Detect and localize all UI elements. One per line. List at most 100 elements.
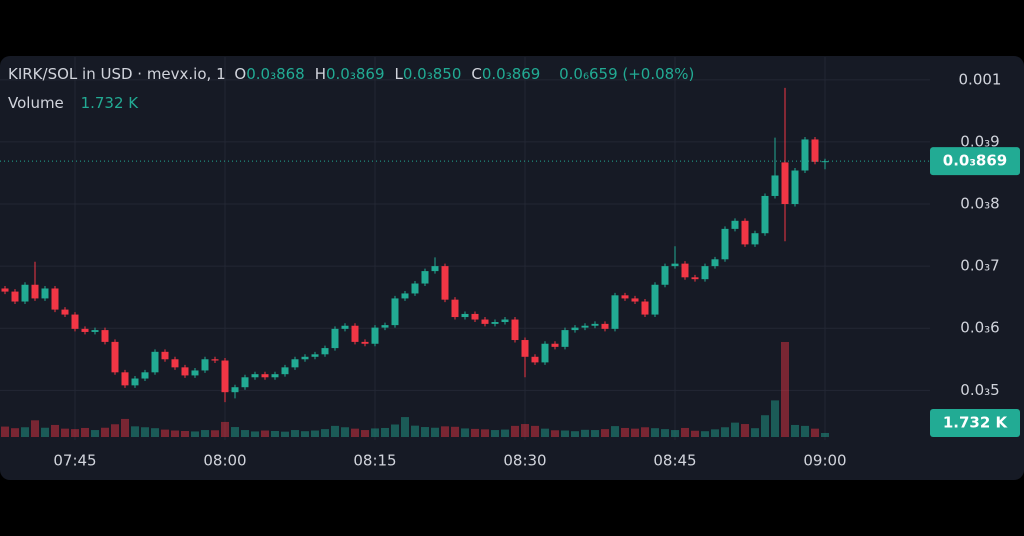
- y-tick-label: 0.0₃7: [960, 257, 999, 275]
- candle-body: [381, 325, 389, 328]
- candle-body: [501, 319, 509, 323]
- volume-bar: [781, 342, 789, 437]
- volume-bar: [231, 427, 239, 437]
- ohlc-value: 0.0₃869: [481, 65, 541, 83]
- candle-body: [211, 359, 219, 361]
- candle-body: [11, 291, 19, 302]
- candle-body: [101, 330, 109, 342]
- candle-body: [181, 367, 189, 376]
- candle-body: [691, 277, 699, 280]
- legend-row: KIRK/SOL in USD · mevx.io, 1 O0.0₃868 H0.…: [8, 65, 698, 83]
- volume-bar: [651, 428, 659, 437]
- volume-bar: [271, 430, 279, 437]
- candle-body: [171, 359, 179, 368]
- volume-bar: [771, 400, 779, 437]
- candle-body: [531, 356, 539, 363]
- volume-bar: [371, 428, 379, 437]
- x-tick-label: 08:45: [653, 452, 696, 470]
- volume-bar: [251, 431, 259, 437]
- y-tick-label: 0.0₃6: [960, 319, 999, 337]
- volume-bar: [1, 426, 9, 437]
- candle-body: [71, 314, 79, 329]
- candle-body: [131, 378, 139, 386]
- volume-bar: [421, 427, 429, 437]
- candle-body: [521, 340, 529, 357]
- volume-bar: [41, 427, 49, 437]
- candle-body: [621, 295, 629, 299]
- x-tick-label: 07:45: [53, 452, 96, 470]
- candle-body: [451, 299, 459, 318]
- candle-body: [351, 325, 359, 342]
- candle-body: [161, 351, 169, 360]
- volume-bar: [261, 430, 269, 437]
- volume-bar: [611, 426, 619, 437]
- volume-bar: [211, 430, 219, 437]
- candle-body: [571, 327, 579, 331]
- candle-body: [201, 359, 209, 371]
- volume-bar: [351, 428, 359, 437]
- volume-bar: [641, 427, 649, 437]
- volume-bar: [121, 418, 129, 437]
- candle-body: [701, 266, 709, 280]
- volume-bar: [661, 429, 669, 437]
- volume-bar: [11, 428, 19, 437]
- candle-body: [801, 139, 809, 171]
- ohlc-legend: O0.0₃868 H0.0₃869 L0.0₃850 C0.0₃869: [234, 65, 550, 83]
- candle-body: [51, 288, 59, 310]
- ohlc-name: L: [394, 65, 403, 83]
- volume-bar: [711, 429, 719, 437]
- candle-body: [741, 220, 749, 245]
- volume-bar: [61, 428, 69, 437]
- volume-bar: [181, 430, 189, 437]
- volume-bar: [441, 426, 449, 437]
- candle-body: [511, 319, 519, 341]
- candle-body: [141, 372, 149, 379]
- volume-bar: [751, 428, 759, 437]
- candle-body: [91, 330, 99, 332]
- volume-box: [930, 409, 1020, 437]
- volume-bar: [411, 425, 419, 437]
- volume-bar: [471, 428, 479, 437]
- y-tick-label: 0.0₃8: [960, 195, 999, 213]
- candle-body: [781, 162, 789, 205]
- volume-bar: [21, 427, 29, 437]
- candle-body: [441, 266, 449, 300]
- candle-body: [811, 139, 819, 162]
- volume-bar: [51, 424, 59, 437]
- volume-bar: [101, 427, 109, 437]
- volume-bar: [541, 428, 549, 437]
- volume-bar: [451, 426, 459, 437]
- volume-bar: [731, 422, 739, 437]
- candle-body: [601, 323, 609, 329]
- volume-bar: [461, 428, 469, 437]
- change: 0.0₆659 (+0.08%): [559, 65, 695, 83]
- candle-body: [671, 263, 679, 267]
- volume-bar: [281, 431, 289, 437]
- candle-body: [111, 341, 119, 373]
- candle-body: [791, 170, 799, 205]
- chart-title: KIRK/SOL in USD · mevx.io, 1: [8, 65, 226, 83]
- volume-bar: [131, 426, 139, 437]
- volume-bar: [31, 420, 39, 437]
- volume-bar: [481, 429, 489, 437]
- ohlc-name: C: [471, 65, 482, 83]
- volume-bar: [721, 427, 729, 437]
- volume-bar: [311, 430, 319, 437]
- volume-bar: [631, 428, 639, 437]
- volume-bar: [291, 430, 299, 437]
- x-tick-label: 09:00: [803, 452, 846, 470]
- volume-bar: [581, 429, 589, 437]
- ohlc-value: 0.0₃869: [326, 65, 385, 83]
- volume-bar: [361, 430, 369, 437]
- candle-body: [591, 323, 599, 326]
- volume-bar: [621, 427, 629, 437]
- volume-bar: [401, 417, 409, 437]
- volume-bar: [821, 432, 829, 437]
- candle-body: [581, 325, 589, 328]
- candle-body: [321, 348, 329, 355]
- volume-bar: [381, 427, 389, 437]
- candle-body: [281, 367, 289, 375]
- volume-bar: [91, 430, 99, 437]
- candle-body: [641, 301, 649, 315]
